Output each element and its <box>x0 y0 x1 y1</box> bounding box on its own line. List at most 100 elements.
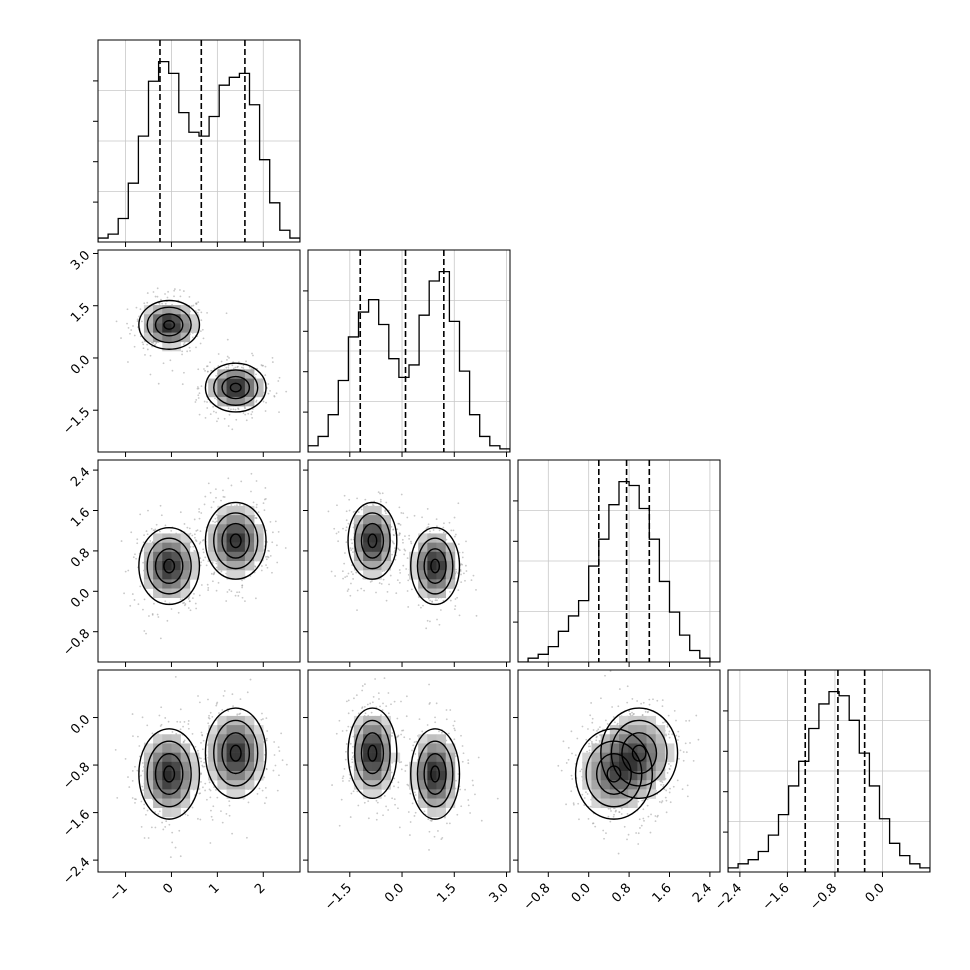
sample-point <box>251 417 254 419</box>
sample-point <box>214 521 217 524</box>
sample-point <box>394 803 396 806</box>
sample-point <box>681 788 684 791</box>
sample-point <box>140 800 143 803</box>
density-cell <box>244 561 255 571</box>
panel-2-2 <box>513 459 721 667</box>
density-cell <box>619 715 629 726</box>
sample-point <box>348 779 351 782</box>
sample-point <box>186 526 189 529</box>
y-tick-label: 1.5 <box>68 300 93 325</box>
sample-point <box>202 337 205 340</box>
density-cell <box>409 561 419 571</box>
sample-point <box>652 698 654 701</box>
sample-point <box>200 741 202 744</box>
sample-point <box>460 573 462 576</box>
sample-point <box>213 786 216 789</box>
sample-point <box>595 736 598 739</box>
sample-point <box>187 720 190 722</box>
sample-point <box>467 759 470 761</box>
sample-point <box>236 713 239 716</box>
density-cell <box>445 789 456 799</box>
sample-point <box>449 590 451 593</box>
sample-point <box>429 620 431 623</box>
sample-point <box>149 540 152 542</box>
sample-point <box>261 789 264 792</box>
sample-point <box>393 700 396 703</box>
density-contour <box>154 313 184 337</box>
sample-point <box>467 799 470 801</box>
density-cell <box>381 761 391 772</box>
density-contour <box>204 501 267 580</box>
sample-point <box>350 792 353 795</box>
density-cell <box>353 551 364 562</box>
sample-point <box>637 832 640 835</box>
sample-point <box>228 413 231 416</box>
sample-point <box>246 691 249 694</box>
sample-point <box>457 502 460 505</box>
density-cell <box>409 570 419 580</box>
sample-point <box>385 512 387 515</box>
density-cell <box>409 771 419 781</box>
sample-point <box>664 796 667 799</box>
sample-point <box>557 764 560 767</box>
density-cell <box>381 551 391 562</box>
sample-point <box>211 818 214 821</box>
sample-point <box>215 496 217 499</box>
sample-point <box>216 796 219 799</box>
sample-point <box>641 799 644 802</box>
sample-point <box>453 738 456 741</box>
density-cell <box>162 332 172 343</box>
density-cell <box>235 570 246 580</box>
sample-point <box>435 518 438 521</box>
density-cell <box>143 579 154 589</box>
sample-point <box>179 511 182 514</box>
sample-point <box>202 538 205 541</box>
density-cell <box>353 743 364 753</box>
density-cell <box>153 734 163 744</box>
panel-2-1 <box>303 459 511 667</box>
sample-point <box>402 541 404 544</box>
sample-point <box>220 810 222 812</box>
sample-point <box>265 556 267 558</box>
sample-point <box>335 732 338 735</box>
density-cell <box>372 715 382 726</box>
sample-point <box>609 807 612 810</box>
density-cell <box>619 743 629 753</box>
density-cell <box>363 771 373 781</box>
sample-point <box>678 757 680 760</box>
sample-point <box>404 535 406 538</box>
density-cell <box>436 789 447 799</box>
sample-point <box>649 831 652 834</box>
sample-point <box>173 288 176 290</box>
sample-point <box>385 501 388 504</box>
density-contour <box>416 537 454 595</box>
sample-point <box>375 591 377 594</box>
sample-point <box>398 581 401 584</box>
density-cell <box>600 734 611 744</box>
sample-point <box>386 590 389 593</box>
sample-point <box>379 705 381 708</box>
density-cell <box>143 761 154 772</box>
density-cell <box>180 789 191 799</box>
sample-point <box>382 702 384 705</box>
density-cell <box>226 396 237 407</box>
sample-point <box>342 780 344 782</box>
sample-point <box>411 802 414 805</box>
sample-point <box>174 675 177 678</box>
sample-point <box>214 397 216 400</box>
sample-point <box>567 758 570 761</box>
density-cell <box>162 752 172 763</box>
density-cell <box>171 551 181 562</box>
sample-point <box>421 730 424 733</box>
sample-point <box>438 529 441 532</box>
density-cell <box>217 725 227 735</box>
sample-point <box>363 705 366 708</box>
sample-point <box>260 718 263 721</box>
density-cell <box>162 807 172 818</box>
sample-point <box>147 837 150 839</box>
sample-point <box>347 699 350 702</box>
sample-point <box>393 551 396 553</box>
sample-point <box>397 781 400 784</box>
density-cell <box>372 734 382 744</box>
sample-point <box>212 520 214 523</box>
